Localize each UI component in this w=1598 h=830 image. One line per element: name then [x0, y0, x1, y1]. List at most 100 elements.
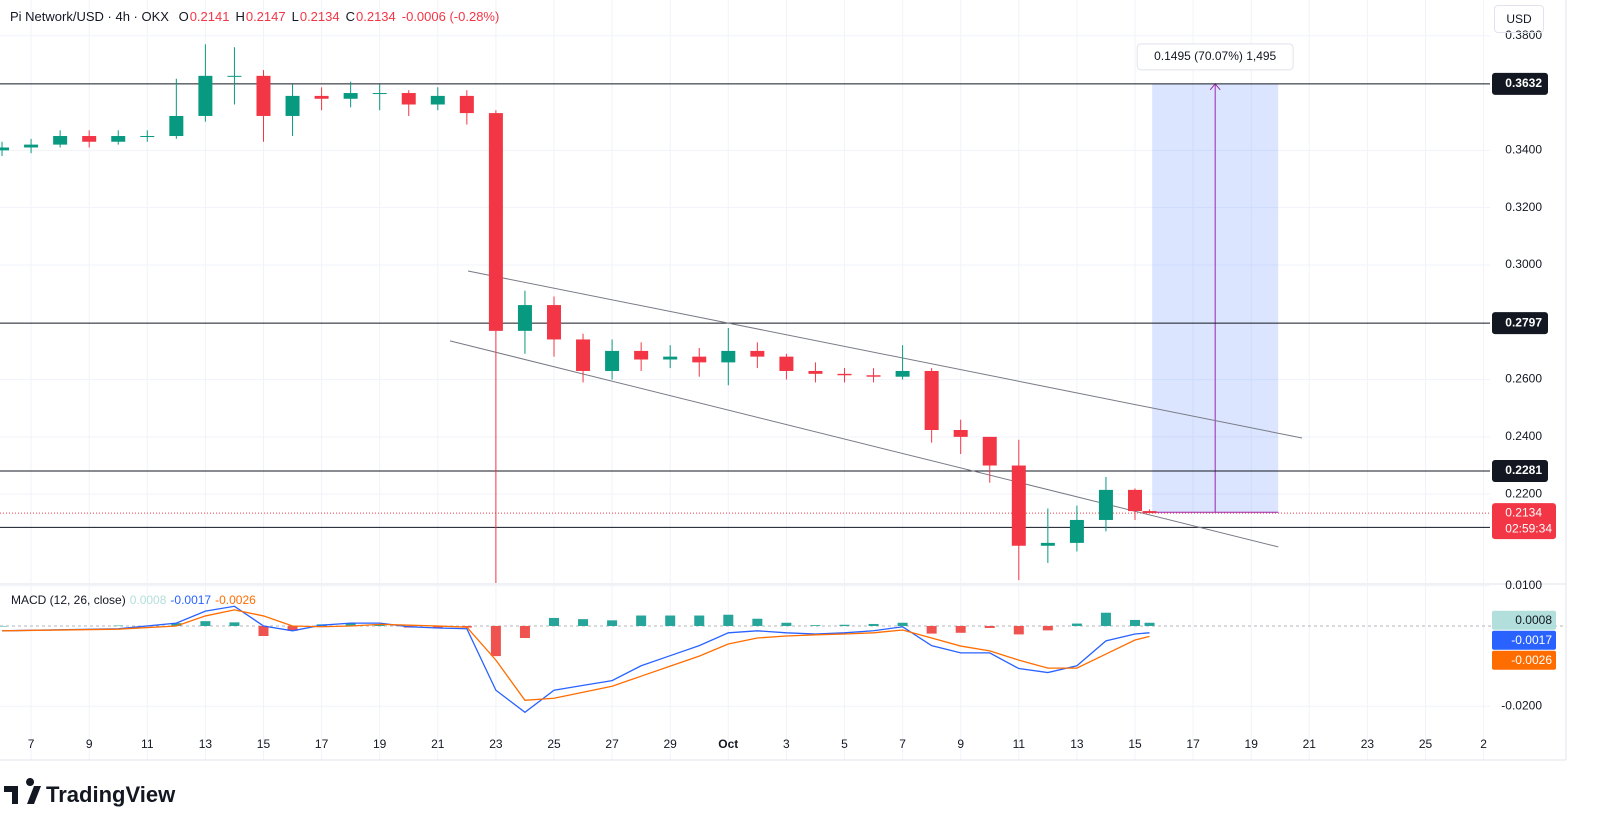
candle-body: [488, 113, 503, 331]
candle-body: [459, 95, 474, 114]
level-label: 0.2797: [1505, 315, 1542, 329]
y-tick-label: 0.3000: [1505, 257, 1542, 271]
ohlc-value: 0.2134: [356, 9, 396, 24]
x-tick-label: 5: [841, 737, 848, 751]
histogram-bar: [868, 623, 879, 626]
candle-body: [982, 436, 997, 466]
brand-logo: [4, 778, 41, 804]
candle-body: [140, 136, 155, 138]
x-tick-label: 17: [1186, 737, 1200, 751]
level-label-box: [1492, 72, 1548, 95]
candle-body: [721, 350, 736, 363]
ohlc-key: C: [345, 9, 355, 24]
currency-button[interactable]: USD: [1494, 5, 1544, 33]
candle-body: [634, 350, 649, 360]
x-tick-label: 17: [315, 737, 329, 751]
trendline: [467, 270, 1303, 439]
histogram-bar: [229, 622, 240, 626]
histogram-value-box: [1492, 610, 1556, 630]
candle-body: [895, 370, 910, 377]
x-tick-label: 27: [605, 737, 619, 751]
signal-value-box: [1492, 650, 1556, 670]
histogram-bar: [926, 625, 937, 634]
y-tick-label: 0.2600: [1505, 372, 1542, 386]
histogram-bar: [374, 624, 385, 626]
candle-body: [343, 93, 358, 99]
candle-body: [82, 136, 97, 142]
candle-body: [0, 147, 10, 151]
x-tick-label: 25: [547, 737, 561, 751]
macd-line: [2, 605, 1150, 714]
x-tick-label: 15: [257, 737, 271, 751]
histogram-bar: [519, 625, 530, 639]
y-tick-label: 0.2200: [1505, 486, 1542, 500]
level-label: 0.3632: [1505, 76, 1542, 90]
brand-name: TradingView: [46, 782, 176, 807]
histogram-bar: [432, 625, 443, 628]
x-tick-label: 19: [373, 737, 387, 751]
candle-body: [692, 356, 707, 363]
x-tick-label: 25: [1419, 737, 1433, 751]
candle-body: [576, 339, 591, 371]
histogram-bar: [548, 617, 559, 626]
x-tick-label: 13: [1070, 737, 1084, 751]
ohlc-key: L: [291, 9, 299, 24]
x-tick-label: 23: [1361, 737, 1375, 751]
candle-body: [837, 373, 852, 376]
histogram-bar: [694, 615, 705, 626]
y-tick-label: 0.3200: [1505, 200, 1542, 214]
histogram-bar: [345, 623, 356, 626]
x-tick-label: 7: [899, 737, 906, 751]
histogram-bar: [1130, 619, 1141, 626]
histogram-bar: [490, 625, 501, 657]
chart-header: Pi Network/USD · 4h · OKX O0.2141 H0.2147…: [10, 9, 500, 24]
measure-label-box: [1136, 43, 1294, 71]
y-tick-label: 0.3400: [1505, 143, 1542, 157]
level-label-box: [1492, 459, 1548, 482]
candle-body: [546, 305, 561, 340]
current-price-label: 0.2134: [1505, 505, 1542, 519]
x-tick-label: 21: [1303, 737, 1317, 751]
macd-legend-value: -0.0017: [170, 593, 211, 607]
level-label: 0.2281: [1505, 463, 1542, 477]
macd-legend: MACD (12, 26, close) 0.0008 -0.0017 -0.0026: [11, 593, 256, 607]
histogram-bar: [752, 618, 763, 626]
x-tick-label: 29: [664, 737, 678, 751]
signal-legend-value: -0.0026: [215, 593, 256, 607]
candle-body: [169, 115, 184, 137]
candle-body: [953, 429, 968, 437]
histogram-bar: [955, 625, 966, 633]
candle-body: [779, 356, 794, 371]
x-tick-label: 13: [199, 737, 213, 751]
macd-value-label: -0.0017: [1511, 633, 1552, 647]
candle-body: [314, 95, 329, 99]
ohlc-value: 0.2141: [189, 9, 230, 24]
histogram-bar: [578, 619, 589, 626]
ohlc-value: 0.2147: [245, 9, 286, 24]
histogram-bar: [1100, 612, 1111, 626]
candle-body: [1098, 489, 1113, 520]
signal-line: [2, 609, 1150, 701]
x-tick-label: 9: [957, 737, 964, 751]
x-tick-label: 11: [141, 737, 154, 751]
candle-body: [866, 375, 881, 377]
histogram-bar: [636, 615, 647, 626]
histogram-bar: [287, 625, 298, 631]
y-tick-label: 0.3800: [1505, 28, 1542, 42]
candle-body: [1128, 489, 1143, 512]
candle-body: [808, 370, 823, 374]
countdown-label: 02:59:34: [1505, 521, 1552, 535]
histogram-value-label: 0.0008: [1515, 613, 1552, 627]
histogram-bar: [723, 614, 734, 626]
histogram-bar: [1042, 625, 1053, 631]
histogram-bar: [810, 625, 821, 626]
macd-value-box: [1492, 630, 1556, 650]
trendline: [449, 340, 1279, 548]
candle-body: [1069, 519, 1084, 543]
candle-body: [53, 136, 68, 145]
y-tick-label: 0.0100: [1505, 578, 1542, 592]
histogram-bar: [781, 622, 792, 626]
candle-body: [1040, 542, 1055, 546]
